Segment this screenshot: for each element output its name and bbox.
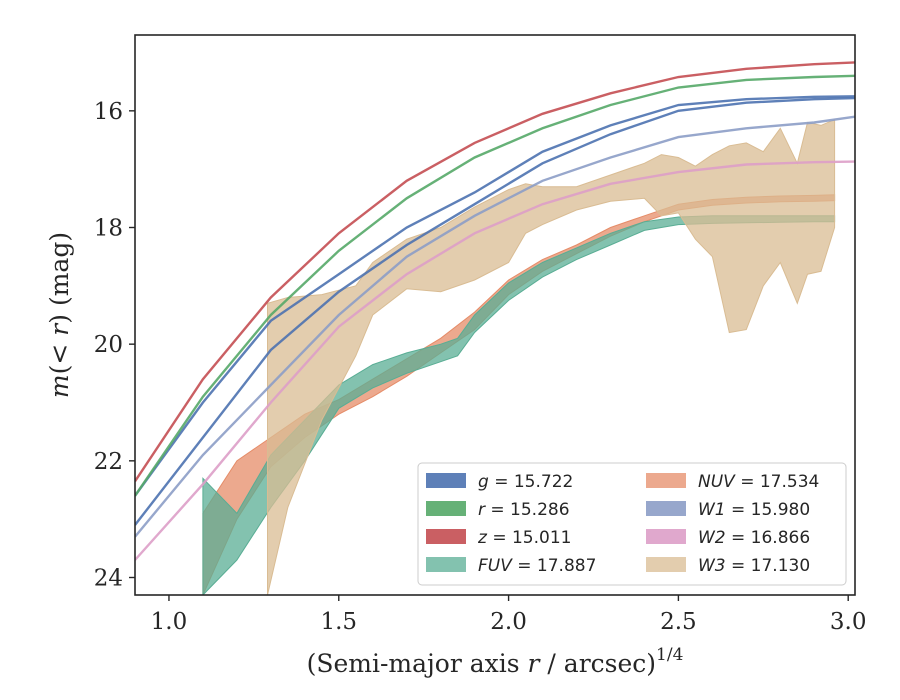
legend-label-z: z = 15.011: [477, 528, 571, 548]
y-tick-label: 24: [94, 566, 123, 592]
legend-swatch-w2: [646, 529, 686, 544]
line-z: [135, 61, 855, 482]
x-tick-label: 2.5: [660, 609, 697, 635]
line-g-outer: [135, 95, 855, 497]
legend: g = 15.722 r = 15.286 z = 15.011 FUV = 17.8…: [417, 462, 847, 586]
legend-label-g: g = 15.722: [478, 472, 573, 492]
axes-ticks: 1.0 1.5 2.0 2.5 3.0 16 18 20 22 24: [94, 99, 867, 635]
line-w1: [135, 115, 855, 538]
y-tick-label: 18: [94, 216, 123, 242]
legend-label-fuv: FUV = 17.887: [478, 556, 596, 576]
band-w3: [267, 118, 836, 595]
line-g: [135, 96, 855, 526]
legend-label-w1: W1 = 15.980: [698, 500, 810, 520]
legend-swatch-w3: [646, 557, 686, 572]
y-tick-label: 22: [94, 449, 123, 475]
legend-swatch-fuv: [426, 557, 466, 572]
legend-swatch-r: [426, 501, 466, 516]
legend-swatch-nuv: [646, 473, 686, 488]
legend-label-w3: W3 = 17.130: [698, 556, 810, 576]
x-axis-label: (Semi-major axis r / arcsec)1/4: [307, 645, 684, 678]
x-tick-label: 1.5: [320, 609, 357, 635]
x-tick-label: 3.0: [830, 609, 867, 635]
plot-frame: [134, 34, 856, 596]
x-tick-label: 1.0: [151, 609, 188, 635]
legend-label-r: r = 15.286: [478, 500, 570, 520]
line-r: [135, 74, 855, 497]
legend-box: [417, 462, 847, 586]
legend-label-w2: W2 = 16.866: [698, 528, 810, 548]
line-w2: [135, 160, 855, 561]
y-tick-label: 20: [94, 332, 123, 358]
plot-area: [135, 61, 855, 595]
legend-swatch-w1: [646, 501, 686, 516]
legend-swatch-z: [426, 529, 466, 544]
legend-label-nuv: NUV = 17.534: [698, 472, 819, 492]
legend-swatch-g: [426, 473, 466, 488]
x-tick-label: 2.0: [490, 609, 527, 635]
y-tick-label: 16: [94, 99, 123, 125]
y-axis-label: m(< r) (mag): [45, 232, 74, 398]
